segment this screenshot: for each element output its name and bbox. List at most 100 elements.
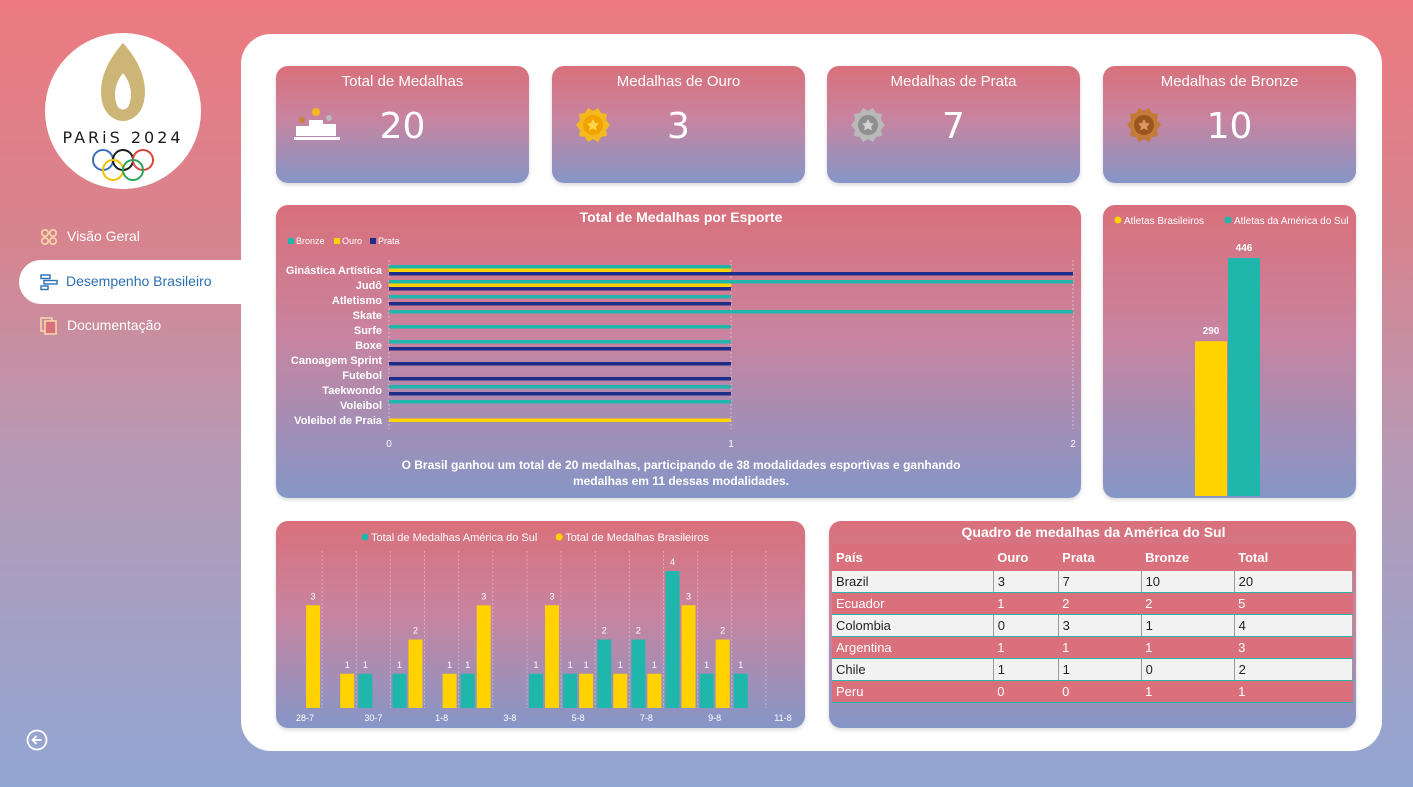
x-tick-label: 11-8 — [774, 713, 791, 723]
bar-south-america — [529, 673, 543, 708]
table-row[interactable]: Colombia 0 3 1 4 — [832, 614, 1354, 637]
table-cell: 4 — [1234, 614, 1354, 637]
y-tick-label: Voleibol de Praia — [294, 415, 383, 427]
bar-prata — [389, 347, 731, 351]
legend-label: Atletas da América do Sul — [1234, 216, 1349, 227]
grid-icon — [40, 228, 58, 246]
data-label: 1 — [363, 660, 368, 670]
data-label: 1 — [584, 660, 589, 670]
y-tick-label: Futebol — [342, 370, 382, 382]
table-cell: 1 — [993, 658, 1059, 681]
bar-prata — [389, 287, 731, 291]
table-cell: 5 — [1234, 592, 1353, 615]
data-label: 3 — [481, 591, 486, 601]
column-header-total[interactable]: Total — [1234, 543, 1353, 571]
table-cell: Brazil — [832, 571, 994, 593]
y-tick-label: Taekwondo — [322, 385, 382, 397]
x-tick-label: 1 — [728, 439, 734, 450]
table-cell: 10 — [1141, 571, 1235, 593]
table-cell: 1 — [1058, 636, 1142, 659]
bar-brazil — [340, 673, 355, 708]
bar-prata — [389, 377, 731, 381]
table-row[interactable]: Ecuador 1 2 2 5 — [832, 592, 1353, 615]
nav-item-visao-geral[interactable]: Visão Geral — [0, 215, 242, 259]
data-label: 1 — [447, 660, 452, 670]
table-cell: Peru — [832, 680, 994, 703]
data-label: 3 — [311, 591, 316, 601]
table-row[interactable]: Brazil 3 7 10 20 — [832, 571, 1354, 593]
nav-item-documentacao[interactable]: Documentação — [0, 304, 242, 348]
bronze-medal-icon — [1127, 108, 1161, 142]
kpi-value: 10 — [1206, 106, 1253, 147]
data-label: 1 — [738, 660, 743, 670]
bar-south-america — [392, 673, 407, 708]
nav-label: Visão Geral — [67, 228, 140, 244]
kpi-value: 3 — [667, 106, 690, 147]
data-label: 1 — [568, 660, 573, 670]
bar-bronze — [389, 385, 731, 389]
bar-brazil — [647, 673, 662, 708]
bar-brazil — [442, 673, 457, 708]
legend-swatch — [1224, 216, 1232, 224]
gold-medal-icon — [576, 108, 610, 142]
bar-prata — [389, 302, 731, 306]
data-label: 1 — [345, 660, 350, 670]
y-tick-label: Judô — [356, 280, 383, 292]
kpi-medalhas-ouro: Medalhas de Ouro 3 — [552, 66, 805, 183]
table-cell: 3 — [993, 571, 1059, 593]
table-row[interactable]: Peru 0 0 1 1 — [832, 680, 1353, 703]
data-label: 290 — [1203, 326, 1220, 337]
x-tick-label: 0 — [386, 439, 392, 450]
column-header-país[interactable]: País — [832, 543, 994, 571]
legend-swatch — [288, 238, 294, 244]
nav-item-desempenho-brasileiro[interactable]: Desempenho Brasileiro — [19, 260, 242, 304]
legend-swatch — [361, 533, 369, 541]
bars-icon — [40, 274, 58, 291]
x-tick-label: 3-8 — [503, 713, 516, 723]
data-label: 2 — [636, 626, 641, 636]
y-tick-label: Skate — [353, 310, 382, 322]
y-tick-label: Voleibol — [340, 400, 382, 412]
data-label: 2 — [413, 626, 418, 636]
bar-south-america — [1228, 258, 1260, 496]
column-header-prata[interactable]: Prata — [1058, 543, 1142, 571]
y-tick-label: Boxe — [355, 340, 382, 352]
table-cell: 0 — [993, 614, 1059, 637]
bar-brazil — [476, 605, 491, 708]
table-cell: 20 — [1234, 571, 1354, 593]
column-header-ouro[interactable]: Ouro — [993, 543, 1059, 571]
table-cell: Colombia — [832, 614, 994, 637]
kpi-total-medalhas: Total de Medalhas 20 — [276, 66, 529, 183]
table-row[interactable]: Chile 1 1 0 2 — [832, 658, 1354, 681]
data-label: 446 — [1236, 243, 1253, 254]
bar-prata — [389, 272, 1073, 276]
documents-icon — [40, 317, 57, 335]
x-tick-label: 9-8 — [708, 713, 721, 723]
bar-ouro — [389, 268, 731, 272]
column-header-bronze[interactable]: Bronze — [1141, 543, 1235, 571]
bar-prata — [389, 362, 731, 366]
table-cell: 2 — [1058, 592, 1142, 615]
bar-brazil — [715, 639, 730, 708]
medals-by-day-chart: Total de Medalhas América do Sul Total de… — [296, 532, 792, 723]
table-cell: 1 — [1141, 636, 1235, 659]
table-cell: 3 — [1234, 636, 1353, 659]
table-row[interactable]: Argentina 1 1 1 3 — [832, 636, 1353, 659]
medal-table: País Ouro Prata Bronze Total Brazil 3 7 10 20 Ecu… — [832, 543, 1354, 703]
back-arrow-icon[interactable] — [26, 729, 48, 751]
kpi-title: Medalhas de Bronze — [1160, 73, 1299, 90]
legend-label: Total de Medalhas América do Sul — [371, 532, 537, 544]
kpi-medalhas-prata: Medalhas de Prata 7 — [827, 66, 1080, 183]
data-label: 4 — [670, 557, 675, 567]
bar-bronze — [389, 325, 731, 329]
athletes-chart: Atletas Brasileiros Atletas da América do… — [1114, 216, 1349, 496]
bar-brazil — [408, 639, 423, 708]
data-label: 3 — [686, 591, 691, 601]
data-label: 1 — [397, 660, 402, 670]
x-tick-label: 30-7 — [364, 713, 382, 723]
bar-prata — [389, 392, 731, 396]
kpi-title: Medalhas de Prata — [890, 73, 1017, 90]
y-tick-label: Surfe — [354, 325, 382, 337]
medal-table-card: Quadro de medalhas da América do Sul Paí… — [829, 521, 1356, 728]
table-cell: 0 — [993, 680, 1059, 703]
